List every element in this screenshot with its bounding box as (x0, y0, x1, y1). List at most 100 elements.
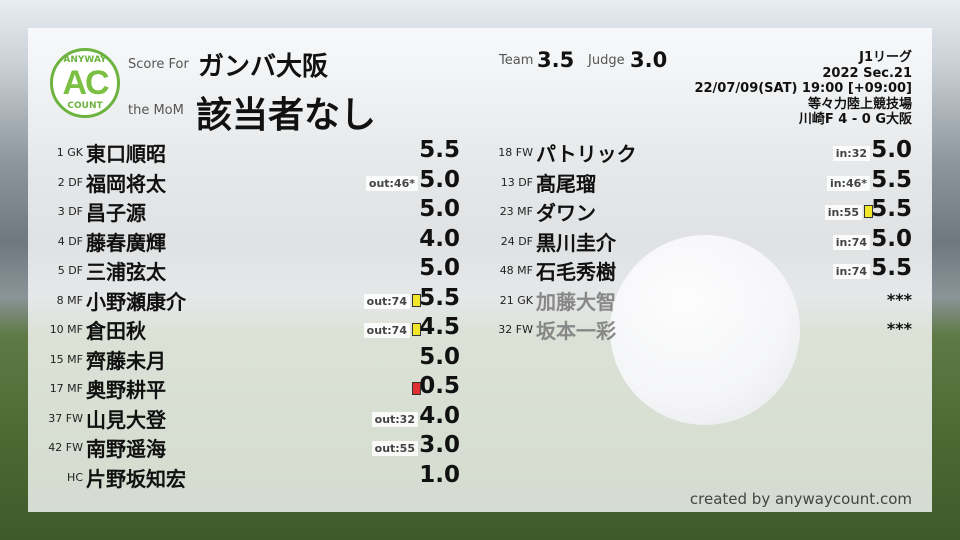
player-row: HC 片野坂知宏 (30, 463, 186, 492)
logo-top-text: ANYWAY (63, 55, 107, 65)
substitution-badge: out:46* (365, 175, 418, 191)
team-score: 3.5 (537, 48, 575, 72)
match-info: J1リーグ 2022 Sec.21 22/07/09(SAT) 19:00 [+… (694, 50, 912, 128)
anywaycount-logo: ANYWAY AC COUNT (50, 48, 120, 118)
substitution-badge: out:74 (363, 293, 410, 309)
player-name: 小野瀬康介 (86, 289, 186, 314)
score-panel (28, 28, 932, 512)
player-row: 8 MF 小野瀬康介 (30, 286, 186, 315)
player-position: 5 DF (57, 264, 83, 277)
red-card-icon (412, 382, 421, 395)
player-score: 4.0 (419, 225, 460, 252)
player-position: 2 DF (57, 175, 83, 189)
season: 2022 Sec.21 (822, 65, 912, 81)
player-row: 10 MF 倉田秋 (30, 315, 146, 344)
player-row: 2 DF 福岡将太 (30, 168, 166, 197)
yellow-card-icon (864, 205, 873, 218)
player-row: 37 FW 山見大登 (30, 404, 166, 433)
player-position: HC (67, 470, 83, 484)
player-name: 藤春廣輝 (86, 230, 166, 255)
player-name: 昌子源 (86, 201, 146, 225)
player-score: 5.5 (871, 166, 912, 193)
venue: 等々力陸上競技場 (807, 96, 912, 112)
score-for-label: Score For (128, 57, 189, 72)
player-name: 齊藤未月 (86, 348, 166, 373)
player-name: 石毛秀樹 (536, 260, 616, 284)
substitution-badge: in:46* (826, 175, 870, 191)
player-score: 0.5 (419, 373, 460, 399)
mom-name: 該当者なし (196, 95, 377, 136)
player-row: 21 GK 加藤大智 (480, 286, 616, 315)
player-position: 42 FW (48, 441, 83, 454)
match-result: 川崎F 4 - 0 G大阪 (798, 112, 912, 127)
player-name: 黒川圭介 (536, 230, 616, 255)
player-row: 18 FW パトリック (480, 138, 637, 167)
player-position: 21 GK (499, 293, 533, 307)
player-row: 13 DF 髙尾瑠 (480, 168, 596, 197)
player-row: 32 FW 坂本一彩 (480, 315, 616, 344)
player-score: 5.0 (419, 343, 460, 370)
yellow-card-icon (412, 323, 421, 336)
player-name: 東口順昭 (86, 142, 166, 166)
player-name: 奥野耕平 (86, 378, 166, 402)
player-name: 南野遥海 (86, 437, 166, 461)
player-score: *** (886, 289, 912, 309)
player-position: 10 MF (49, 323, 83, 336)
player-score: 5.0 (419, 255, 460, 281)
judge-score: 3.0 (630, 48, 668, 72)
player-position: 48 MF (499, 264, 533, 277)
player-score: 5.0 (419, 166, 460, 193)
player-name: 坂本一彩 (536, 319, 616, 343)
player-name: 加藤大智 (536, 289, 616, 314)
player-row: 1 GK 東口順昭 (30, 138, 166, 167)
player-row: 17 MF 奥野耕平 (30, 374, 166, 403)
player-score: 5.5 (419, 137, 460, 163)
player-position: 17 MF (49, 382, 83, 395)
player-position: 15 MF (49, 352, 83, 366)
substitution-badge: out:55 (371, 441, 418, 456)
player-score: 5.0 (871, 225, 912, 252)
substitution-badge: in:74 (832, 234, 870, 250)
mom-label: the MoM (128, 103, 184, 118)
player-position: 3 DF (57, 205, 83, 218)
player-score: 5.0 (419, 196, 460, 222)
player-score: 5.5 (871, 196, 912, 222)
yellow-card-icon (412, 293, 421, 307)
player-name: 山見大登 (86, 407, 166, 432)
player-position: 37 FW (48, 411, 83, 425)
player-position: 18 FW (498, 146, 533, 159)
substitution-badge: in:32 (832, 146, 870, 161)
player-name: 髙尾瑠 (536, 171, 596, 196)
logo-bottom-text: COUNT (67, 101, 103, 111)
player-score: 4.0 (419, 402, 460, 429)
player-name: パトリック (536, 142, 637, 166)
substitution-badge: in:55 (824, 205, 862, 220)
player-score: *** (886, 319, 912, 338)
substitution-badge: in:74 (832, 264, 870, 279)
player-position: 8 MF (56, 293, 83, 307)
player-score: 4.5 (419, 314, 460, 340)
match-datetime: 22/07/09(SAT) 19:00 [+09:00] (694, 81, 912, 96)
player-row: 42 FW 南野遥海 (30, 433, 166, 462)
player-name: 福岡将太 (86, 171, 166, 196)
team-name: ガンバ大阪 (198, 52, 329, 82)
player-position: 23 MF (499, 205, 533, 218)
player-row: 5 DF 三浦弦太 (30, 256, 166, 285)
player-score: 5.0 (871, 137, 912, 163)
player-name: ダワン (536, 201, 596, 225)
player-row: 48 MF 石毛秀樹 (480, 256, 616, 285)
player-row: 15 MF 齊藤未月 (30, 345, 166, 374)
player-name: 三浦弦太 (86, 260, 166, 284)
player-row: 24 DF 黒川圭介 (480, 227, 616, 256)
logo-ac: AC (62, 63, 109, 102)
credit: created by anywaycount.com (689, 490, 912, 508)
player-row: 4 DF 藤春廣輝 (30, 227, 166, 256)
league: J1リーグ (859, 50, 912, 65)
player-position: 32 FW (498, 323, 533, 336)
player-score: 3.0 (419, 432, 460, 458)
substitution-badge: out:32 (371, 411, 418, 427)
player-row: 3 DF 昌子源 (30, 197, 146, 226)
player-name: 倉田秋 (86, 319, 146, 343)
player-position: 4 DF (57, 234, 83, 248)
player-position: 13 DF (500, 175, 533, 189)
